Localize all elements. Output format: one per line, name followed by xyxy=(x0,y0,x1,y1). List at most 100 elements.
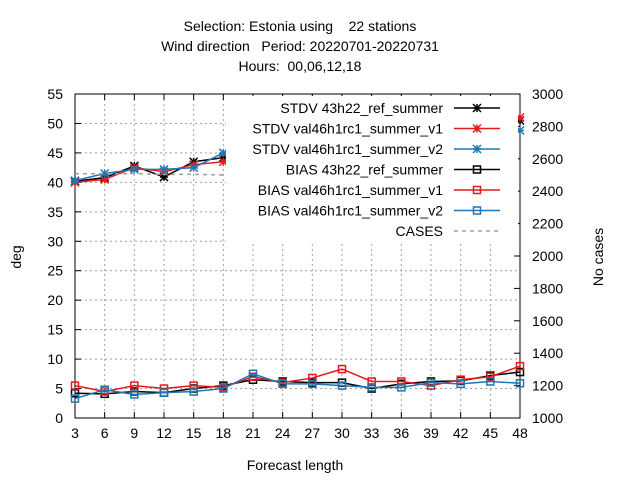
data-point xyxy=(515,113,525,123)
data-point xyxy=(100,168,110,179)
data-point xyxy=(159,164,169,174)
y2-tick-label: 3000 xyxy=(532,86,563,102)
y2-tick-label: 2600 xyxy=(532,151,563,167)
x-tick-label: 48 xyxy=(512,425,528,441)
y2-tick-label: 1800 xyxy=(532,280,563,296)
x-tick-label: 27 xyxy=(305,425,321,441)
legend-label: BIAS 43h22_ref_summer xyxy=(286,162,444,178)
data-point xyxy=(337,381,347,390)
y-tick-label: 35 xyxy=(47,204,63,220)
x-tick-label: 12 xyxy=(156,425,172,441)
data-point xyxy=(397,383,406,392)
y-tick-label: 40 xyxy=(47,174,63,190)
y-tick-label: 25 xyxy=(47,263,63,279)
data-point xyxy=(397,377,406,386)
data-point xyxy=(515,361,525,371)
legend-label: STDV val46h1rc1_summer_v1 xyxy=(252,121,443,137)
data-point xyxy=(218,157,228,167)
y2-tick-label: 1200 xyxy=(532,378,563,394)
data-point xyxy=(515,125,525,136)
data-point xyxy=(129,164,139,174)
x-tick-label: 21 xyxy=(245,425,261,441)
y-tick-label: 50 xyxy=(47,115,63,131)
series-line xyxy=(74,371,521,395)
data-point xyxy=(70,381,80,390)
y-tick-label: 5 xyxy=(55,381,63,397)
legend-marker xyxy=(472,165,482,174)
data-point xyxy=(70,394,80,403)
data-point xyxy=(367,377,376,386)
data-point xyxy=(159,172,169,182)
chart-title-line-1: Selection: Estonia using 22 stations xyxy=(183,18,417,34)
legend-label: CASES xyxy=(396,223,443,239)
x-tick-label: 9 xyxy=(130,425,138,441)
legend-label: STDV val46h1rc1_summer_v2 xyxy=(252,141,443,157)
y-tick-label: 10 xyxy=(47,351,63,367)
data-point xyxy=(219,384,228,393)
data-point xyxy=(100,174,110,184)
x-tick-label: 30 xyxy=(334,425,350,441)
data-point xyxy=(100,385,109,394)
y2-tick-label: 2000 xyxy=(532,248,563,264)
chart-title-line-2: Wind direction Period: 20220701-20220731 xyxy=(161,38,439,54)
legend-label: BIAS val46h1rc1_summer_v2 xyxy=(258,203,443,219)
y2-tick-label: 2400 xyxy=(532,183,563,199)
data-point xyxy=(456,379,465,389)
data-point xyxy=(486,372,495,382)
y-tick-label: 0 xyxy=(55,410,63,426)
data-point xyxy=(515,367,525,377)
series-5 xyxy=(70,369,525,403)
y-tick-label: 45 xyxy=(47,145,63,161)
series-line xyxy=(74,365,521,393)
y-tick-label: 15 xyxy=(47,322,63,338)
x-tick-label: 39 xyxy=(423,425,439,441)
x-axis-label: Forecast length xyxy=(247,457,344,473)
x-tick-label: 42 xyxy=(453,425,469,441)
legend-label: STDV 43h22_ref_summer xyxy=(280,100,443,116)
series-line xyxy=(74,373,521,400)
data-point xyxy=(367,383,376,392)
legend-marker xyxy=(472,123,482,134)
y2-tick-label: 1400 xyxy=(532,345,563,361)
x-tick-label: 24 xyxy=(275,425,291,441)
legend-marker xyxy=(472,144,482,154)
data-point xyxy=(70,176,80,186)
chart-title-line-3: Hours: 00,06,12,18 xyxy=(238,58,362,74)
data-point xyxy=(130,390,139,399)
x-tick-label: 33 xyxy=(364,425,380,441)
legend-marker xyxy=(472,103,482,113)
y2-axis-label: No cases xyxy=(590,228,606,286)
x-tick-label: 3 xyxy=(71,425,79,441)
data-point xyxy=(130,381,139,390)
y2-tick-label: 1000 xyxy=(532,410,563,426)
data-point xyxy=(189,387,198,396)
series-4 xyxy=(70,361,525,396)
data-point xyxy=(486,377,495,386)
y2-tick-label: 2800 xyxy=(532,118,563,134)
data-point xyxy=(218,148,228,158)
legend-marker xyxy=(472,185,482,195)
x-tick-label: 45 xyxy=(483,425,499,441)
data-point xyxy=(278,379,287,389)
data-point xyxy=(308,373,317,383)
data-point xyxy=(189,163,199,173)
data-point xyxy=(426,378,436,387)
legend-marker xyxy=(472,206,482,215)
y-tick-label: 30 xyxy=(47,233,63,249)
y-axis-label: deg xyxy=(8,245,24,268)
y2-tick-label: 1600 xyxy=(532,313,563,329)
x-tick-label: 15 xyxy=(186,425,202,441)
y-tick-label: 20 xyxy=(47,292,63,308)
y-tick-label: 55 xyxy=(47,86,63,102)
y2-tick-label: 2200 xyxy=(532,216,563,232)
x-tick-label: 36 xyxy=(394,425,410,441)
data-point xyxy=(308,379,317,389)
data-point xyxy=(515,378,525,388)
data-point xyxy=(189,381,198,390)
data-point xyxy=(159,388,169,397)
x-tick-label: 6 xyxy=(101,425,109,441)
plot-border xyxy=(74,93,521,419)
x-tick-label: 18 xyxy=(216,425,232,441)
data-point xyxy=(248,369,258,379)
